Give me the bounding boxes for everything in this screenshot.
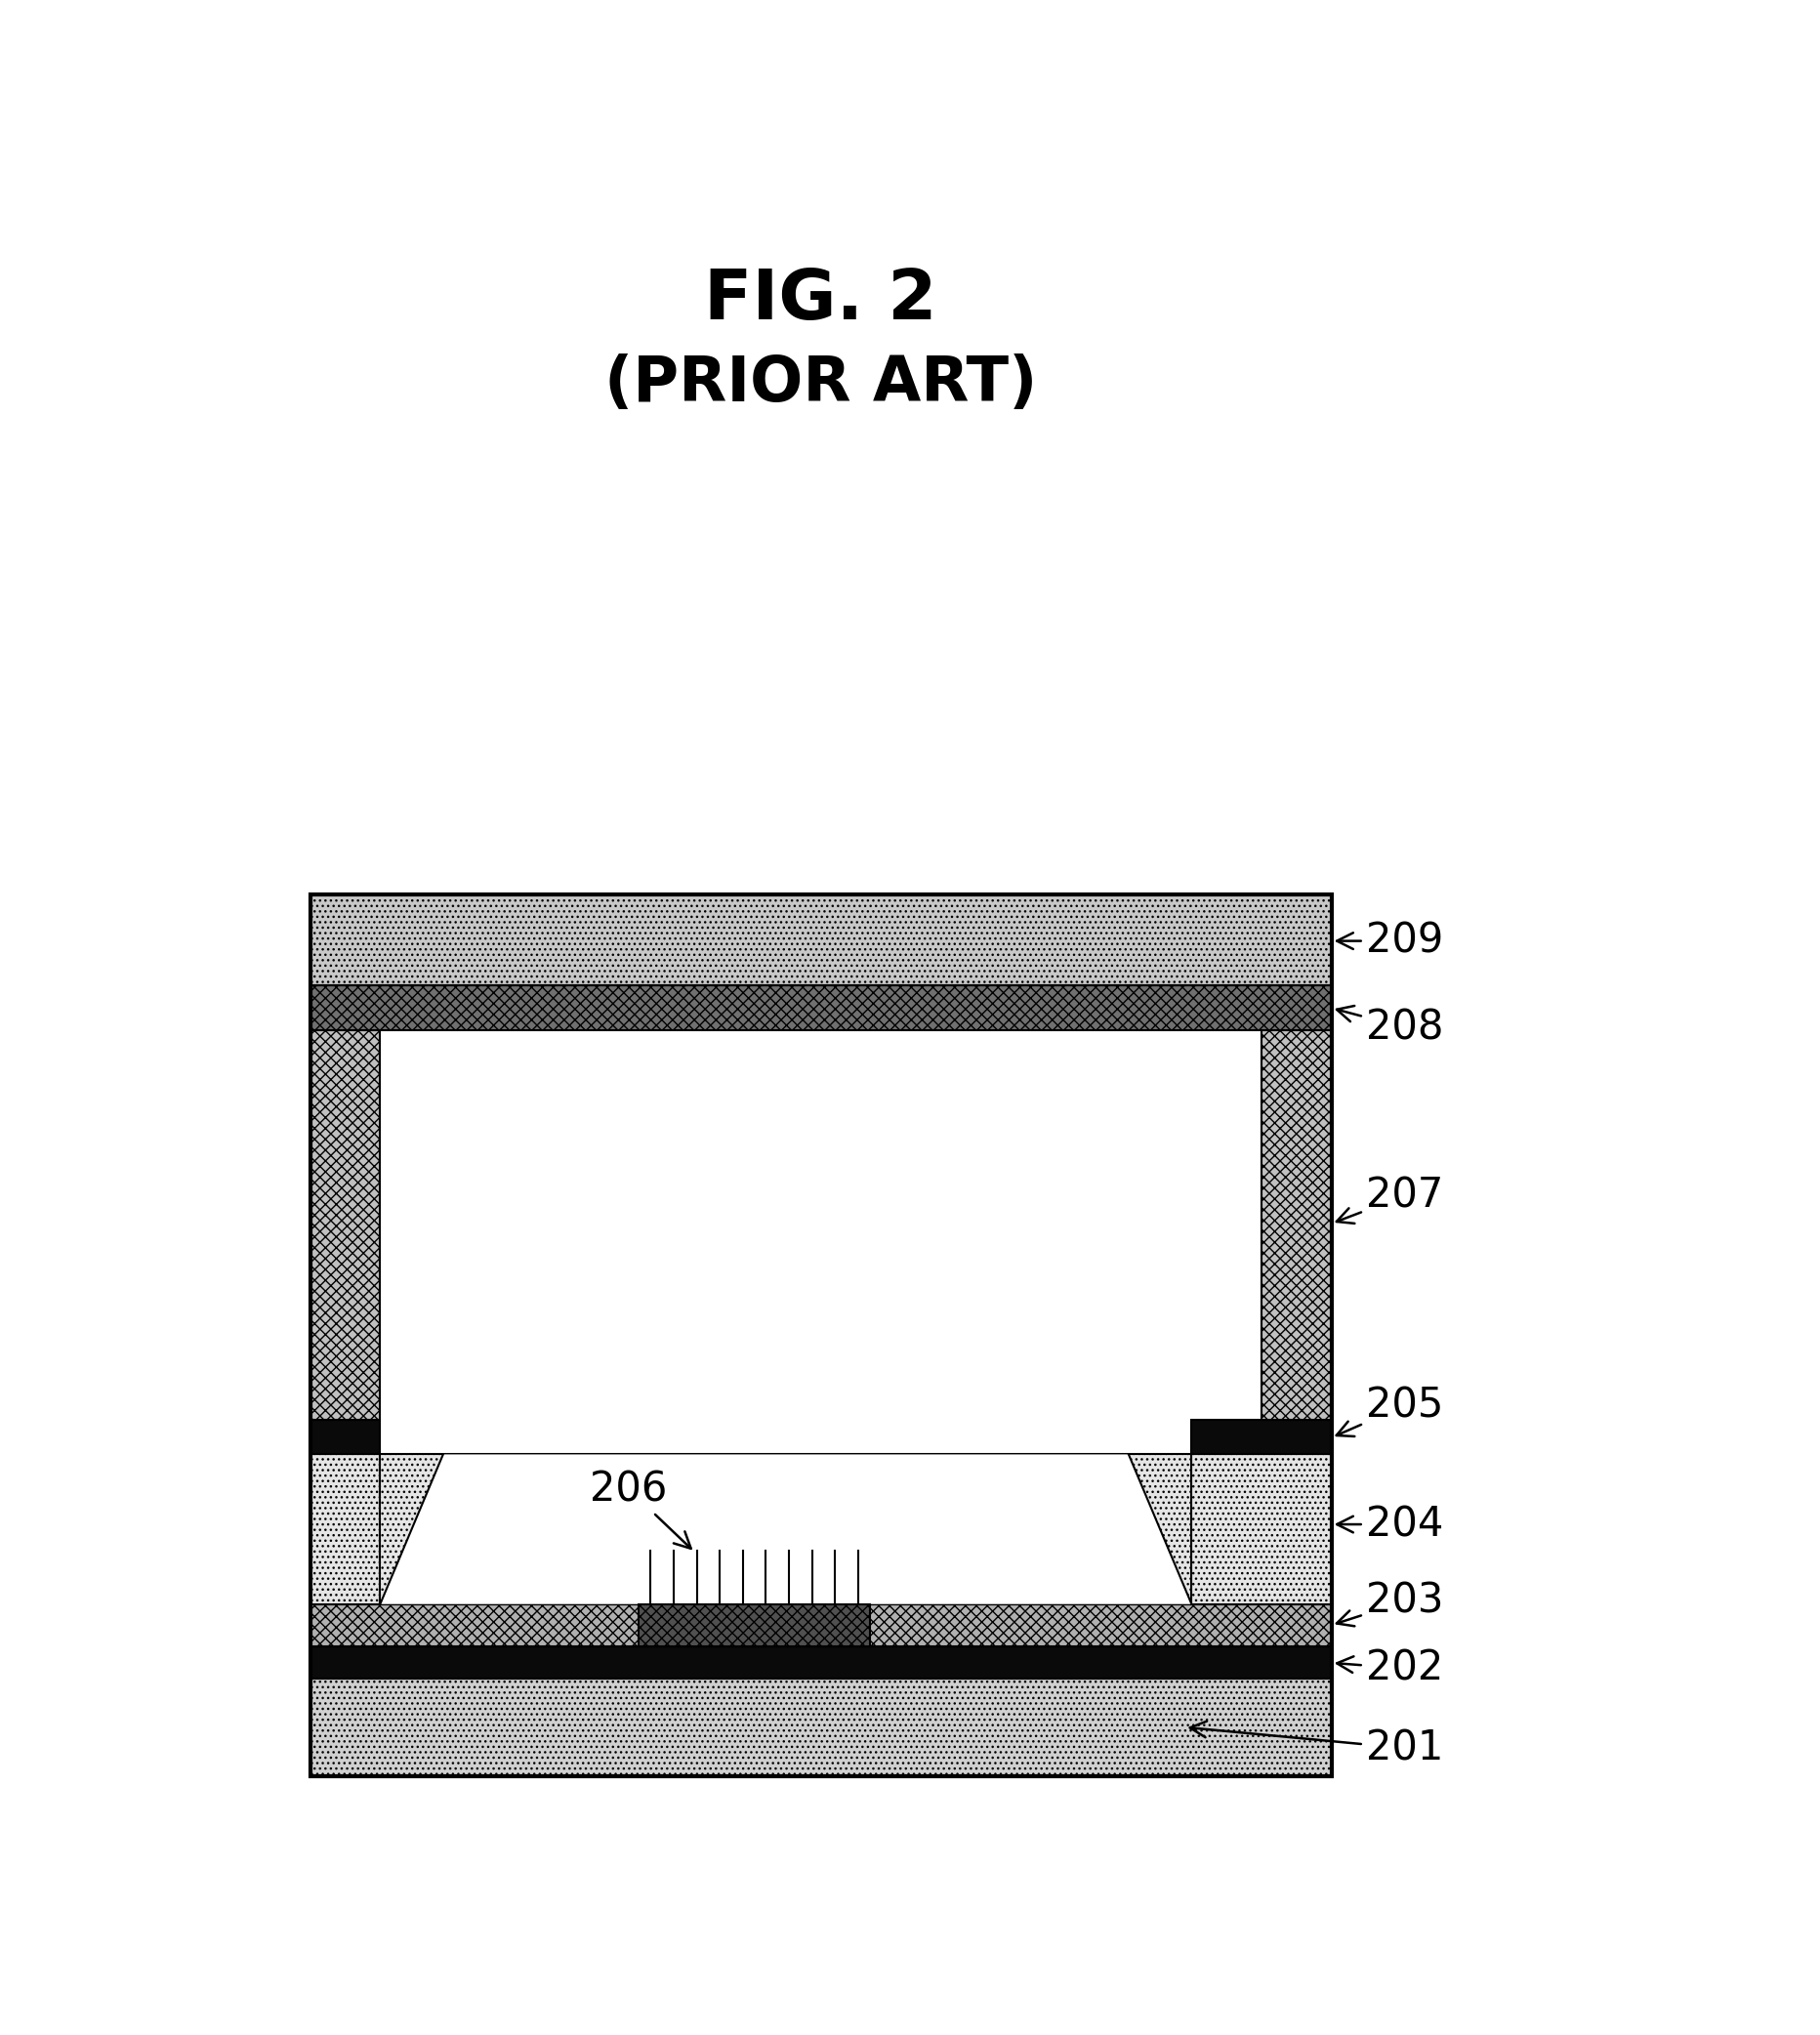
- Polygon shape: [380, 1455, 1192, 1604]
- Text: 202: 202: [1338, 1648, 1443, 1689]
- Bar: [309, 985, 1332, 1030]
- Bar: [1261, 1030, 1332, 1420]
- Bar: [309, 1646, 1332, 1679]
- Text: FIG. 2: FIG. 2: [704, 267, 937, 334]
- Text: 201: 201: [1190, 1722, 1443, 1768]
- Bar: [380, 1455, 1192, 1604]
- Bar: [309, 1604, 1332, 1646]
- Text: 204: 204: [1338, 1504, 1443, 1545]
- Text: (PRIOR ART): (PRIOR ART): [604, 354, 1037, 415]
- Bar: [309, 895, 1332, 1777]
- Bar: [639, 1604, 870, 1646]
- Bar: [309, 895, 1332, 985]
- Bar: [1192, 1420, 1332, 1455]
- Text: 207: 207: [1336, 1174, 1443, 1223]
- Text: 206: 206: [590, 1469, 692, 1549]
- Text: 205: 205: [1336, 1386, 1443, 1437]
- Bar: [309, 1455, 380, 1604]
- Bar: [309, 1420, 380, 1455]
- Bar: [309, 1679, 1332, 1777]
- Text: 209: 209: [1338, 920, 1443, 961]
- Text: 203: 203: [1336, 1581, 1443, 1626]
- Bar: [309, 1030, 380, 1420]
- Text: 208: 208: [1336, 1005, 1443, 1048]
- Bar: [1192, 1455, 1332, 1604]
